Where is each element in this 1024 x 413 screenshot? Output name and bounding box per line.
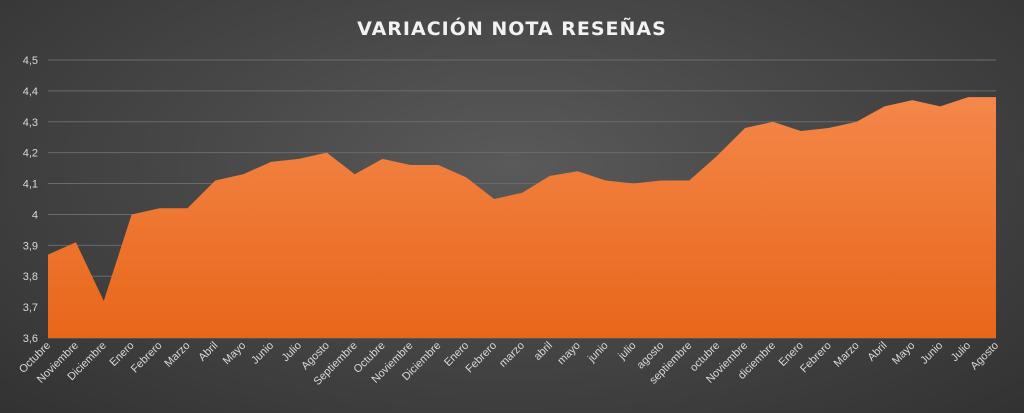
x-tick-label: Febrero bbox=[464, 340, 500, 376]
data-area bbox=[48, 97, 996, 338]
x-tick-label: abril bbox=[532, 340, 555, 363]
x-tick-label: Febrero bbox=[129, 340, 165, 376]
x-tick-label: julio bbox=[616, 340, 639, 363]
x-tick-label: Mayo bbox=[890, 340, 918, 368]
x-tick-label: Marzo bbox=[162, 340, 192, 370]
x-tick-label: Agosto bbox=[968, 340, 1001, 373]
y-tick-label: 3,6 bbox=[23, 333, 38, 345]
x-tick-label: Junio bbox=[918, 340, 945, 367]
y-tick-label: 4,2 bbox=[23, 148, 38, 160]
x-tick-label: marzo bbox=[497, 340, 527, 370]
x-tick-label: Marzo bbox=[832, 340, 862, 370]
x-tick-label: mayo bbox=[555, 340, 583, 368]
y-tick-label: 3,8 bbox=[23, 271, 38, 283]
x-tick-label: Febrero bbox=[798, 340, 834, 376]
x-tick-label: junio bbox=[585, 340, 611, 366]
chart-title: VARIACIÓN NOTA RESEÑAS bbox=[357, 16, 667, 40]
x-tick-label: Mayo bbox=[221, 340, 249, 368]
y-tick-label: 4,4 bbox=[23, 86, 38, 98]
x-tick-label: Abril bbox=[196, 340, 220, 364]
y-tick-label: 3,9 bbox=[23, 240, 38, 252]
x-tick-label: Julio bbox=[949, 340, 973, 364]
x-tick-label: Julio bbox=[280, 340, 304, 364]
y-tick-label: 4,1 bbox=[23, 179, 38, 191]
x-axis-ticks: OctubreNoviembreDiciembreEneroFebreroMar… bbox=[17, 340, 1001, 388]
y-tick-label: 4,5 bbox=[23, 55, 38, 67]
y-tick-label: 4 bbox=[32, 209, 38, 221]
x-tick-label: Abril bbox=[866, 340, 890, 364]
y-axis-ticks: 3,6 3,7 3,8 3,9 4 4,1 4,2 4,3 4,4 4,5 bbox=[23, 55, 38, 345]
y-tick-label: 4,3 bbox=[23, 117, 38, 129]
x-tick-label: Junio bbox=[249, 340, 276, 367]
y-tick-label: 3,7 bbox=[23, 302, 38, 314]
